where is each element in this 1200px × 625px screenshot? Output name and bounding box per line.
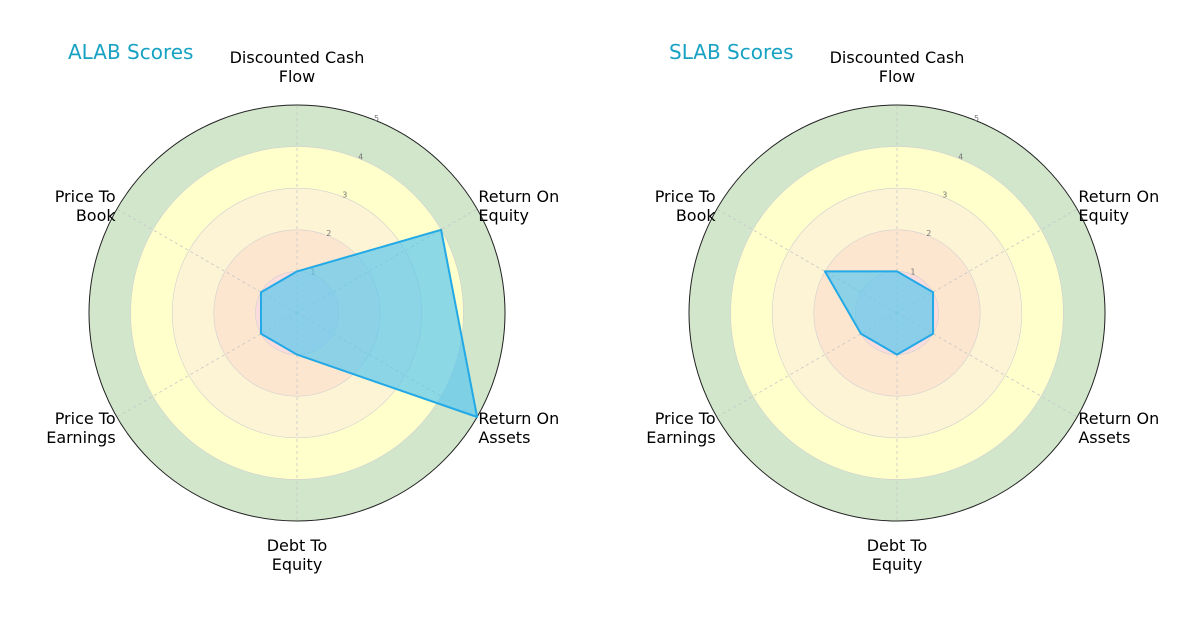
- axis-label-line: Price To: [55, 409, 116, 428]
- score-polygon: [823, 270, 935, 356]
- axis-label-line: Earnings: [46, 428, 115, 447]
- axis-label: Return On Equity: [1078, 187, 1159, 225]
- axis-label-line: Assets: [478, 428, 530, 447]
- axis-label-line: Discounted Cash: [230, 48, 365, 67]
- axis-label-line: Price To: [655, 187, 716, 206]
- axis-label-line: Debt To: [267, 536, 328, 555]
- axis-label: Discounted Cash Flow: [830, 48, 965, 86]
- radial-tick-label: 5: [374, 114, 379, 123]
- axis-label: Discounted Cash Flow: [230, 48, 365, 86]
- axis-label-line: Return On: [1078, 409, 1159, 428]
- polar-frame: [688, 104, 1106, 522]
- axis-label-line: Discounted Cash: [830, 48, 965, 67]
- radial-tick-label: 4: [958, 152, 963, 161]
- radial-tick-label: 3: [942, 191, 947, 200]
- axis-label-line: Return On: [478, 409, 559, 428]
- radial-gridline: [896, 312, 1078, 418]
- radial-tick-label: 3: [342, 191, 347, 200]
- axis-label-line: Flow: [279, 67, 316, 86]
- axis-label-line: Equity: [478, 206, 529, 225]
- radial-gridline: [716, 208, 898, 314]
- slab-radar-panel: SLAB Scores 1 2 3 4 5 Discounted Cash Flow Retu…: [600, 0, 1200, 625]
- axis-label-line: Assets: [1078, 428, 1130, 447]
- radial-tick-label: 5: [974, 114, 979, 123]
- axis-label: Debt To Equity: [267, 536, 328, 574]
- axis-label: Return On Assets: [478, 409, 559, 447]
- axis-label: Price To Book: [655, 187, 717, 225]
- axis-label-line: Book: [76, 206, 117, 225]
- axis-label: Debt To Equity: [867, 536, 928, 574]
- radial-tick-label: 2: [326, 229, 331, 238]
- axis-label: Return On Equity: [478, 187, 559, 225]
- radial-tick-label: 2: [926, 229, 931, 238]
- axis-label: Price To Earnings: [46, 409, 115, 447]
- score-polygon: [259, 228, 479, 418]
- chart-title: SLAB Scores: [669, 40, 794, 64]
- radial-tick-label: 1: [910, 268, 915, 277]
- axis-label: Price To Earnings: [646, 409, 715, 447]
- axis-label: Return On Assets: [1078, 409, 1159, 447]
- radial-gridline: [896, 208, 1078, 314]
- axis-label-line: Return On: [478, 187, 559, 206]
- ring-gridline: [771, 187, 1023, 439]
- axis-label-line: Price To: [655, 409, 716, 428]
- radial-gridline: [116, 312, 298, 418]
- axis-label-line: Return On: [1078, 187, 1159, 206]
- ring-gridline: [130, 146, 464, 480]
- ring-gridline: [813, 229, 981, 397]
- radial-gridline: [116, 208, 298, 314]
- radial-tick-label: 4: [358, 152, 363, 161]
- axis-label-line: Equity: [272, 555, 323, 574]
- axis-label-line: Earnings: [646, 428, 715, 447]
- chart-title: ALAB Scores: [68, 40, 194, 64]
- axis-label-line: Debt To: [867, 536, 928, 555]
- axis-label-line: Price To: [55, 187, 116, 206]
- ring-gridline: [730, 146, 1064, 480]
- axis-label-line: Book: [676, 206, 717, 225]
- axis-label-line: Flow: [879, 67, 916, 86]
- axis-label: Price To Book: [55, 187, 117, 225]
- polar-frame: [88, 104, 506, 522]
- radial-gridline: [716, 312, 898, 418]
- axis-label-line: Equity: [872, 555, 923, 574]
- axis-label-line: Equity: [1078, 206, 1129, 225]
